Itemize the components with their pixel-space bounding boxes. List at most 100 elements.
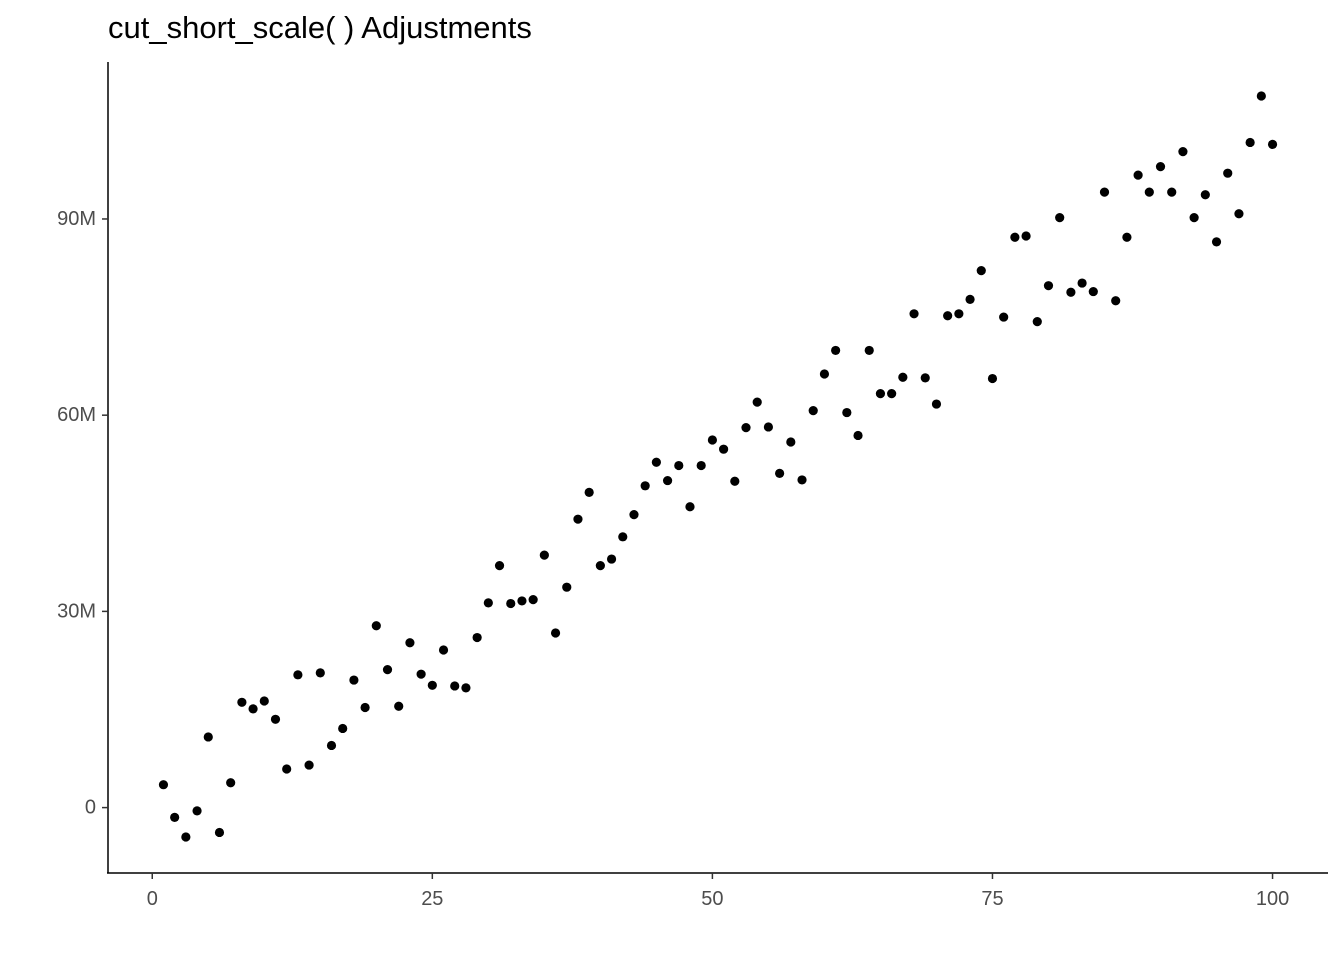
- data-point: [831, 345, 841, 356]
- data-point: [214, 827, 225, 838]
- data-point: [920, 373, 930, 383]
- data-point: [1055, 213, 1065, 223]
- data-point: [1032, 317, 1042, 327]
- data-point: [282, 764, 292, 774]
- data-point: [864, 345, 874, 356]
- data-point: [842, 407, 852, 418]
- data-point: [427, 680, 437, 690]
- data-point: [1155, 162, 1166, 172]
- data-point: [1267, 139, 1278, 150]
- data-point: [394, 701, 404, 711]
- y-tick-label: 30M: [57, 600, 96, 622]
- data-point: [999, 312, 1009, 322]
- data-point: [898, 372, 908, 382]
- data-point: [1223, 168, 1233, 178]
- data-point: [584, 487, 594, 497]
- data-point: [696, 460, 706, 471]
- x-tick-label: 75: [981, 888, 1003, 910]
- data-point: [506, 598, 516, 609]
- data-point: [483, 598, 493, 608]
- data-point: [786, 437, 796, 447]
- data-point: [450, 681, 460, 691]
- data-point: [1211, 237, 1222, 247]
- data-point: [416, 669, 426, 679]
- x-tick-label: 100: [1256, 888, 1289, 910]
- data-point: [943, 311, 953, 321]
- data-point: [192, 806, 202, 816]
- data-point: [752, 397, 762, 407]
- data-point: [1245, 137, 1255, 148]
- data-point: [1167, 187, 1177, 197]
- data-point: [674, 460, 684, 471]
- data-point: [976, 266, 986, 276]
- data-point: [685, 502, 695, 512]
- data-point: [539, 550, 549, 560]
- points-layer: [158, 91, 1278, 842]
- data-point: [629, 509, 639, 520]
- data-point: [550, 628, 561, 638]
- x-tick-label: 50: [701, 888, 723, 910]
- data-point: [1099, 187, 1110, 197]
- data-point: [987, 373, 998, 384]
- data-point: [1066, 287, 1076, 297]
- data-point: [1178, 147, 1188, 157]
- data-point: [1189, 213, 1199, 223]
- y-tick-label: 60M: [57, 404, 96, 426]
- data-point: [595, 561, 605, 571]
- data-point: [719, 444, 729, 454]
- data-point: [887, 388, 897, 399]
- data-point: [259, 696, 269, 706]
- x-tick-label: 25: [421, 888, 443, 910]
- data-point: [618, 532, 628, 542]
- data-point: [651, 457, 661, 467]
- data-point: [1111, 296, 1121, 306]
- data-point: [405, 638, 415, 648]
- data-point: [472, 632, 482, 643]
- data-point: [360, 702, 370, 713]
- data-point: [1043, 281, 1054, 291]
- data-point: [1256, 91, 1266, 101]
- data-point: [438, 645, 449, 655]
- data-point: [203, 732, 213, 742]
- data-point: [741, 423, 751, 433]
- data-point: [875, 388, 886, 399]
- data-point: [1234, 209, 1244, 219]
- data-point: [461, 683, 471, 693]
- data-point: [707, 435, 718, 445]
- data-point: [270, 714, 281, 724]
- data-point: [181, 832, 191, 842]
- y-ticks-layer: 0 30M 60M 90M: [57, 208, 108, 819]
- data-point: [797, 475, 807, 485]
- y-tick-label: 90M: [57, 208, 96, 230]
- data-point: [606, 554, 617, 564]
- data-point: [640, 481, 650, 491]
- data-point: [237, 697, 247, 707]
- data-point: [1077, 278, 1087, 288]
- data-point: [763, 422, 774, 432]
- data-point: [730, 476, 740, 486]
- data-point: [226, 778, 236, 788]
- chart-title: cut_short_scale( ) Adjustments: [108, 10, 532, 45]
- data-point: [562, 582, 572, 592]
- data-point: [965, 294, 975, 305]
- data-point: [1088, 286, 1098, 297]
- data-point: [338, 723, 348, 734]
- data-point: [775, 468, 785, 478]
- data-point: [371, 621, 381, 631]
- data-point: [304, 760, 314, 770]
- data-point: [326, 740, 337, 751]
- data-point: [315, 668, 325, 678]
- data-point: [170, 812, 180, 823]
- data-point: [573, 514, 583, 524]
- data-point: [954, 309, 964, 319]
- x-tick-label: 0: [147, 888, 158, 910]
- data-point: [909, 309, 919, 319]
- data-point: [853, 430, 863, 441]
- data-point: [1122, 232, 1132, 242]
- data-point: [517, 596, 527, 606]
- data-point: [1010, 232, 1020, 242]
- x-ticks-layer: 0 25 50 75 100: [147, 873, 1289, 910]
- data-point: [931, 399, 942, 409]
- data-point: [1133, 170, 1143, 180]
